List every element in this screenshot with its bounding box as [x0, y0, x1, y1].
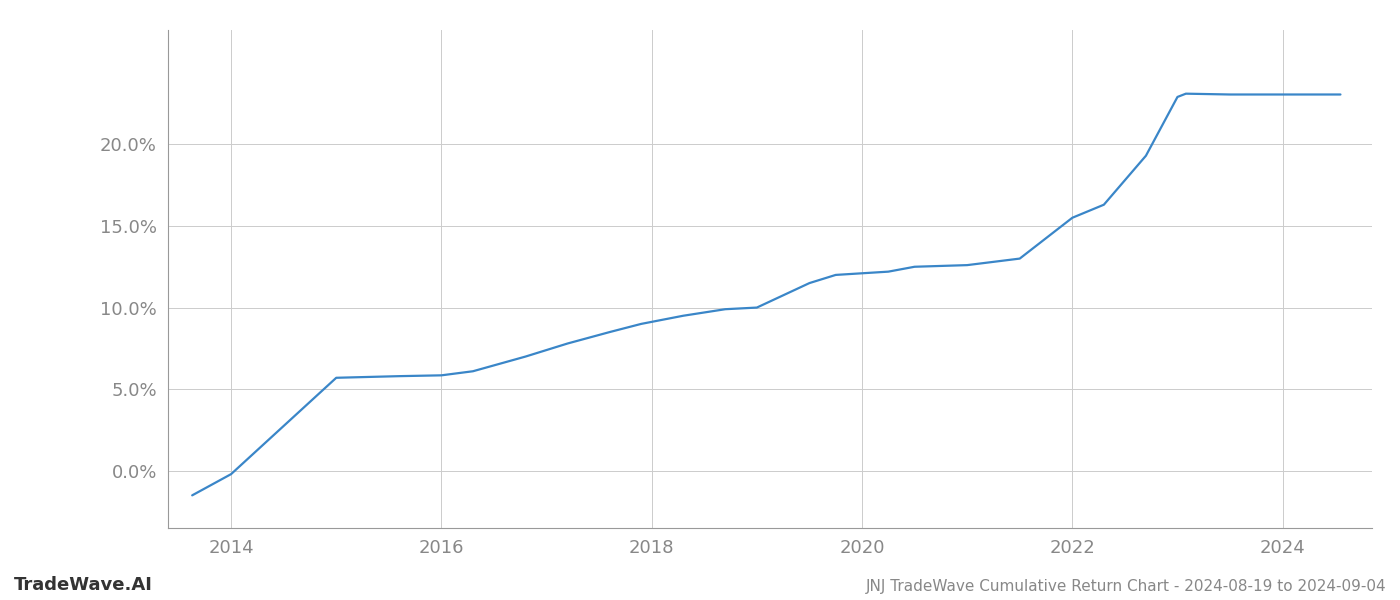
- Text: JNJ TradeWave Cumulative Return Chart - 2024-08-19 to 2024-09-04: JNJ TradeWave Cumulative Return Chart - …: [865, 579, 1386, 594]
- Text: TradeWave.AI: TradeWave.AI: [14, 576, 153, 594]
